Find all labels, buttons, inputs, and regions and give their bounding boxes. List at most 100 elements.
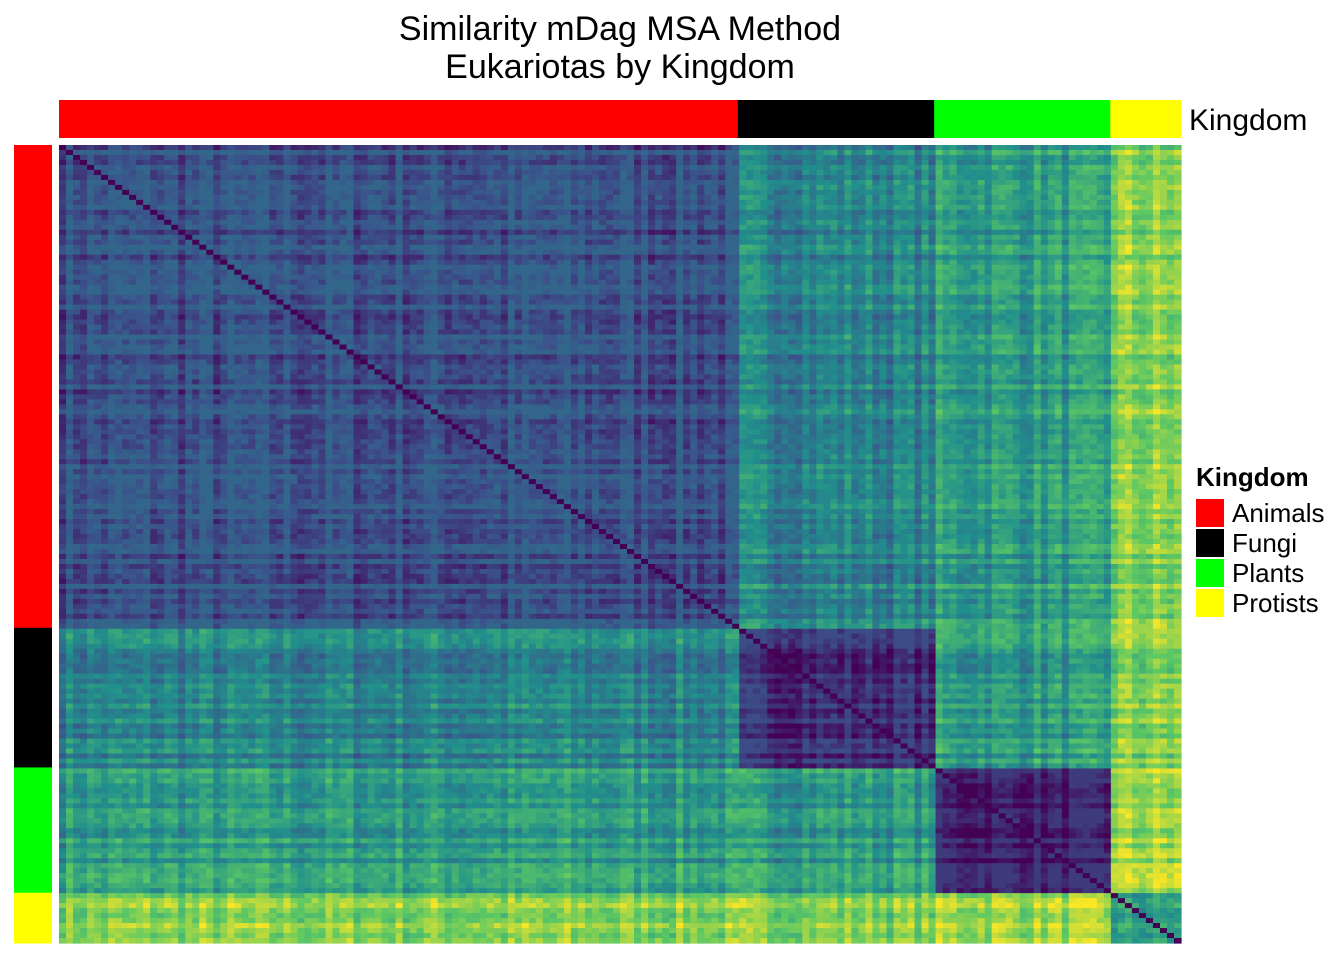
heatmap-cell	[851, 200, 859, 206]
heatmap-cell	[858, 225, 866, 231]
heatmap-cell	[403, 260, 411, 266]
heatmap-cell	[311, 285, 319, 291]
heatmap-cell	[844, 205, 852, 211]
heatmap-cell	[1146, 250, 1154, 256]
heatmap-cell	[283, 185, 291, 191]
heatmap-cell	[837, 150, 845, 156]
heatmap-cell	[1111, 200, 1119, 206]
heatmap-cell	[276, 170, 284, 176]
heatmap-cell	[592, 230, 600, 236]
heatmap-cell	[199, 165, 207, 171]
heatmap-cell	[683, 150, 691, 156]
heatmap-cell	[368, 290, 376, 296]
heatmap-cell	[501, 295, 509, 301]
heatmap-cell	[606, 185, 614, 191]
heatmap-cell	[718, 270, 726, 276]
heatmap-cell	[585, 290, 593, 296]
heatmap-cell	[690, 280, 698, 286]
heatmap-cell	[227, 290, 235, 296]
heatmap-cell	[185, 145, 193, 151]
heatmap-cell	[1097, 145, 1105, 151]
heatmap-cell	[858, 295, 866, 301]
heatmap-cell	[192, 210, 200, 216]
heatmap-cell	[1006, 280, 1014, 286]
heatmap-cell	[80, 270, 88, 276]
heatmap-cell	[816, 230, 824, 236]
heatmap-cell	[788, 150, 796, 156]
heatmap-cell	[143, 200, 151, 206]
heatmap-cell	[389, 285, 397, 291]
heatmap-cell	[978, 150, 986, 156]
heatmap-cell	[767, 190, 775, 196]
heatmap-cell	[1069, 220, 1077, 226]
heatmap-cell	[122, 245, 130, 251]
heatmap-cell	[788, 240, 796, 246]
heatmap-cell	[760, 195, 768, 201]
heatmap-cell	[192, 290, 200, 296]
heatmap-cell	[908, 205, 916, 211]
heatmap-cell	[564, 275, 572, 281]
heatmap-cell	[613, 235, 621, 241]
heatmap-cell	[403, 180, 411, 186]
heatmap-cell	[1006, 295, 1014, 301]
heatmap-cell	[964, 215, 972, 221]
heatmap-cell	[950, 260, 958, 266]
heatmap-cell	[1055, 205, 1063, 211]
heatmap-cell	[171, 295, 179, 301]
heatmap-cell	[1104, 220, 1112, 226]
heatmap-cell	[122, 265, 130, 271]
heatmap-cell	[711, 195, 719, 201]
heatmap-cell	[844, 165, 852, 171]
heatmap-cell	[837, 275, 845, 281]
heatmap-cell	[311, 185, 319, 191]
heatmap-cell	[1034, 170, 1042, 176]
heatmap-cell	[396, 190, 404, 196]
heatmap-cell	[676, 180, 684, 186]
heatmap-cell	[66, 200, 74, 206]
heatmap-cell	[255, 160, 263, 166]
heatmap-cell	[908, 280, 916, 286]
heatmap-cell	[929, 180, 937, 186]
heatmap-cell	[936, 255, 944, 261]
heatmap-cell	[1111, 150, 1119, 156]
heatmap-cell	[529, 200, 537, 206]
heatmap-cell	[718, 220, 726, 226]
heatmap-cell	[957, 245, 965, 251]
heatmap-cell	[908, 195, 916, 201]
heatmap-cell	[746, 155, 754, 161]
heatmap-cell	[739, 265, 747, 271]
heatmap-cell	[297, 185, 305, 191]
heatmap-cell	[858, 260, 866, 266]
heatmap-cell	[536, 260, 544, 266]
heatmap-cell	[950, 160, 958, 166]
heatmap-cell	[206, 245, 214, 251]
heatmap-cell	[543, 275, 551, 281]
heatmap-cell	[529, 275, 537, 281]
heatmap-cell	[480, 250, 488, 256]
heatmap-cell	[641, 295, 649, 301]
heatmap-cell	[957, 200, 965, 206]
heatmap-cell	[459, 265, 467, 271]
heatmap-cell	[297, 225, 305, 231]
heatmap-cell	[655, 230, 663, 236]
heatmap-cell	[59, 180, 67, 186]
heatmap-cell	[1160, 210, 1168, 216]
heatmap-cell	[410, 265, 418, 271]
heatmap-cell	[936, 215, 944, 221]
heatmap-cell	[585, 270, 593, 276]
heatmap-cell	[592, 165, 600, 171]
heatmap-cell	[276, 145, 284, 151]
heatmap-cell	[634, 275, 642, 281]
heatmap-cell	[648, 155, 656, 161]
heatmap-cell	[851, 185, 859, 191]
heatmap-cell	[143, 195, 151, 201]
heatmap-cell	[304, 170, 312, 176]
heatmap-cell	[1153, 195, 1161, 201]
heatmap-cell	[262, 215, 270, 221]
heatmap-cell	[655, 260, 663, 266]
heatmap-cell	[403, 170, 411, 176]
heatmap-cell	[893, 160, 901, 166]
heatmap-cell	[1055, 165, 1063, 171]
heatmap-cell	[1062, 205, 1070, 211]
heatmap-cell	[879, 170, 887, 176]
